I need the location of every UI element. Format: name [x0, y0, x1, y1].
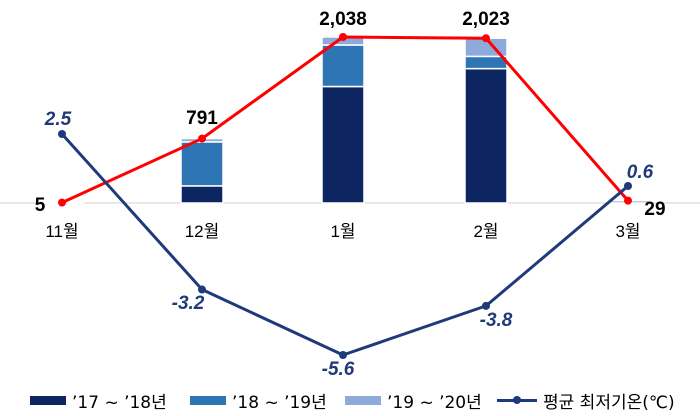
x-tick-label-4: 2월	[473, 222, 498, 241]
bar-2-series-1	[464, 55, 508, 70]
legend-label-2018-2019: ’18 ~ ’19년	[232, 392, 327, 413]
bar-12-series-1	[180, 141, 224, 187]
total-label-2: 791	[186, 108, 218, 129]
temp-label-3: -5.6	[322, 359, 355, 380]
total-point-1	[58, 198, 66, 207]
total-point-3	[339, 33, 347, 41]
temp-label-1: 2.5	[44, 109, 72, 130]
legend-swatch-2017-2018	[30, 395, 66, 405]
total-point-5	[624, 196, 632, 205]
temp-point-3	[339, 351, 347, 359]
legend-swatch-2019-2020	[345, 395, 381, 405]
temp-label-2: -3.2	[172, 293, 205, 314]
legend-line-min-temp	[497, 388, 537, 412]
legend-line-marker	[513, 396, 521, 404]
temp-point-2	[198, 285, 206, 294]
legend-item-2019-2020: ’19 ~ ’20년	[345, 388, 482, 413]
legend-swatch-2018-2019	[190, 395, 226, 405]
total-point-2	[198, 134, 206, 143]
legend-item-2018-2019: ’18 ~ ’19년	[190, 388, 327, 413]
chart-plot: 11월 12월 1월 2월 3월 5 791 2,038 2,023 29 2.5 -3.2 -5.6 -…	[0, 9, 700, 380]
legend-label-2017-2018: ’17 ~ ’18년	[72, 392, 167, 413]
legend: ’17 ~ ’18년 ’18 ~ ’19년 ’19 ~ ’20년 평균 최저기온…	[0, 388, 700, 413]
temp-label-5: 0.6	[627, 162, 654, 183]
temp-point-1	[58, 130, 66, 138]
bar-12-series-0	[180, 185, 224, 204]
legend-label-min-temp: 평균 최저기온(℃)	[543, 392, 675, 413]
x-tick-label-2: 12월	[185, 222, 220, 241]
total-point-4	[482, 34, 490, 43]
legend-item-2017-2018: ’17 ~ ’18년	[30, 388, 167, 413]
total-label-1: 5	[35, 195, 46, 216]
temp-label-4: -3.8	[480, 310, 513, 331]
x-tick-label-5: 3월	[615, 222, 640, 241]
total-label-5: 29	[644, 199, 665, 220]
legend-label-2019-2020: ’19 ~ ’20년	[387, 392, 482, 413]
legend-item-min-temp: 평균 최저기온(℃)	[497, 388, 675, 413]
x-tick-label-3: 1월	[330, 222, 355, 241]
temp-point-4	[482, 301, 490, 310]
x-tick-label-1: 11월	[45, 222, 78, 241]
bar-1-series-1	[321, 44, 365, 88]
total-label-3: 2,038	[319, 9, 367, 30]
temp-point-5	[624, 182, 632, 190]
bar-1-series-0	[321, 85, 365, 204]
total-label-4: 2,023	[462, 9, 510, 30]
bar-2-series-0	[464, 67, 508, 204]
